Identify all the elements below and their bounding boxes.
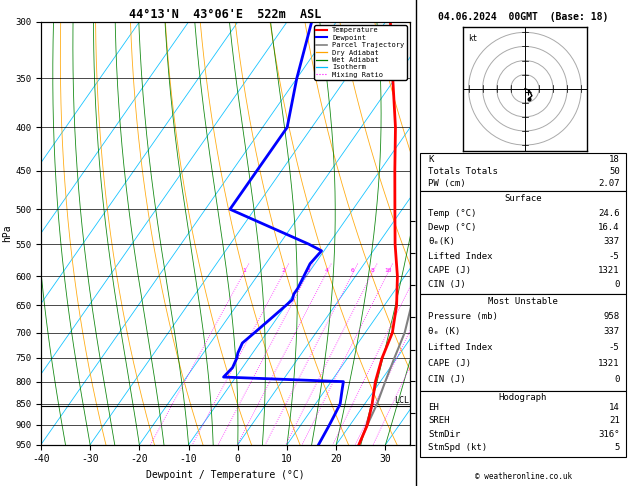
Text: 958: 958 — [604, 312, 620, 321]
Text: 5: 5 — [615, 443, 620, 452]
Text: 14: 14 — [609, 403, 620, 412]
Text: 18: 18 — [609, 155, 620, 164]
Text: Hodograph: Hodograph — [499, 393, 547, 402]
Text: CAPE (J): CAPE (J) — [428, 266, 471, 275]
Text: 10: 10 — [384, 268, 391, 273]
Text: Surface: Surface — [504, 193, 542, 203]
Text: 2: 2 — [282, 268, 286, 273]
Text: 2.07: 2.07 — [598, 178, 620, 188]
Text: StmSpd (kt): StmSpd (kt) — [428, 443, 487, 452]
Text: LCL: LCL — [394, 396, 409, 405]
Text: K: K — [428, 155, 434, 164]
Text: Lifted Index: Lifted Index — [428, 344, 493, 352]
Text: 21: 21 — [609, 417, 620, 425]
Y-axis label: km
ASL: km ASL — [426, 225, 446, 242]
Text: SREH: SREH — [428, 417, 450, 425]
Text: 16.4: 16.4 — [598, 223, 620, 232]
Text: PW (cm): PW (cm) — [428, 178, 466, 188]
Text: CIN (J): CIN (J) — [428, 375, 466, 384]
Text: θₑ(K): θₑ(K) — [428, 238, 455, 246]
Text: 50: 50 — [609, 167, 620, 175]
Text: 1321: 1321 — [598, 266, 620, 275]
Text: 0: 0 — [615, 280, 620, 289]
Text: EH: EH — [428, 403, 439, 412]
Text: CIN (J): CIN (J) — [428, 280, 466, 289]
Text: Totals Totals: Totals Totals — [428, 167, 498, 175]
Text: -5: -5 — [609, 252, 620, 260]
Text: Lifted Index: Lifted Index — [428, 252, 493, 260]
Text: © weatheronline.co.uk: © weatheronline.co.uk — [475, 472, 572, 481]
Y-axis label: hPa: hPa — [3, 225, 12, 242]
Text: 337: 337 — [604, 328, 620, 336]
Text: 0: 0 — [615, 375, 620, 384]
Text: θₑ (K): θₑ (K) — [428, 328, 460, 336]
Text: Dewp (°C): Dewp (°C) — [428, 223, 477, 232]
Text: 24.6: 24.6 — [598, 209, 620, 218]
Legend: Temperature, Dewpoint, Parcel Trajectory, Dry Adiabat, Wet Adiabat, Isotherm, Mi: Temperature, Dewpoint, Parcel Trajectory… — [314, 25, 406, 80]
Text: CAPE (J): CAPE (J) — [428, 359, 471, 368]
Text: 1: 1 — [242, 268, 245, 273]
Text: 04.06.2024  00GMT  (Base: 18): 04.06.2024 00GMT (Base: 18) — [438, 12, 608, 22]
Title: 44°13'N  43°06'E  522m  ASL: 44°13'N 43°06'E 522m ASL — [130, 8, 321, 21]
Text: Temp (°C): Temp (°C) — [428, 209, 477, 218]
Text: 337: 337 — [604, 238, 620, 246]
Text: 316°: 316° — [598, 430, 620, 439]
Text: 4: 4 — [325, 268, 328, 273]
Text: kt: kt — [469, 34, 478, 43]
Text: Most Unstable: Most Unstable — [488, 297, 558, 306]
Text: 1321: 1321 — [598, 359, 620, 368]
X-axis label: Dewpoint / Temperature (°C): Dewpoint / Temperature (°C) — [146, 470, 305, 480]
Text: -5: -5 — [609, 344, 620, 352]
Text: 3: 3 — [306, 268, 310, 273]
Text: 6: 6 — [351, 268, 355, 273]
Text: Pressure (mb): Pressure (mb) — [428, 312, 498, 321]
Text: 8: 8 — [370, 268, 374, 273]
Text: StmDir: StmDir — [428, 430, 460, 439]
